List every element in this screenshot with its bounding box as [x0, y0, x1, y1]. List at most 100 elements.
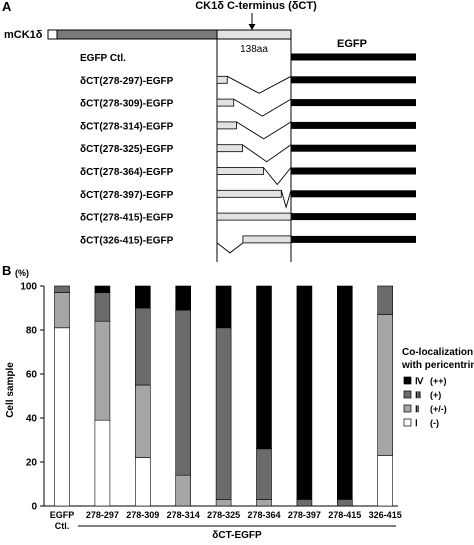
bar-segment [215, 327, 232, 500]
protein-kinase-domain [56, 29, 218, 40]
legend-class-label: Ⅱ [415, 404, 419, 414]
protein-cterm-domain [216, 29, 292, 40]
x-tick-label: 278-364 [247, 510, 280, 520]
legend-symbol-label: (+/-) [430, 404, 447, 414]
construct-label: δCT(278-309)-EGFP [80, 99, 174, 110]
egfp-bar [291, 76, 416, 84]
egfp-bar [291, 167, 416, 175]
y-tick-label: 40 [26, 414, 38, 425]
deletion-line-c [263, 167, 292, 186]
bar-segment [377, 285, 394, 315]
legend-title-line2: with pericentrin [401, 360, 474, 371]
cterm-label: CK1δ C-terminus (δCT) [195, 0, 317, 12]
legend-class-label: Ⅲ [415, 390, 421, 400]
y-tick-label: 0 [31, 502, 37, 513]
bar-segment [215, 285, 232, 329]
legend-symbol-label: (+) [430, 390, 441, 400]
bar-segment [215, 499, 232, 507]
cterm-fragment-bar [216, 144, 243, 153]
construct-list: EGFP Ctl. δCT(278-297)-EGFP δCT(278-309)-E… [80, 53, 416, 254]
bar-segment [296, 285, 313, 500]
bar-segment [135, 285, 151, 309]
bar-segment [94, 419, 111, 507]
legend-swatch [403, 418, 412, 427]
y-tick-label: 60 [26, 370, 38, 381]
egfp-bar [291, 235, 416, 243]
legend-swatch [403, 404, 412, 413]
legend: Co-localization with pericentrin Ⅳ (++) Ⅲ (… [401, 347, 474, 428]
bar-stack-group [54, 285, 394, 507]
bar-segment [54, 327, 70, 507]
construct-label: δCT(278-415)-EGFP [80, 213, 174, 224]
cterm-fragment-bar [216, 167, 264, 175]
bar-segment [175, 285, 191, 311]
protein-nterm-box [47, 29, 58, 40]
legend-class-label: Ⅰ [415, 418, 418, 428]
construct-label: δCT(278-364)-EGFP [80, 167, 174, 178]
bar-segment [175, 474, 191, 507]
construct-label: δCT(278-397)-EGFP [80, 190, 174, 201]
deletion-line-c [233, 98, 292, 117]
bar-segment [135, 307, 151, 386]
bar-segment [336, 499, 353, 507]
egfp-bar [291, 53, 416, 61]
legend-symbol-label: (++) [430, 376, 447, 386]
length-label: 138aa [240, 44, 268, 55]
bar-segment [256, 499, 272, 507]
y-axis-title: Cell sample [5, 362, 16, 418]
legend-swatch [403, 376, 412, 385]
deletion-line-c [280, 190, 292, 209]
construct-label: δCT(326-415)-EGFP [80, 235, 174, 246]
panel-a-label: A [2, 0, 12, 14]
y-tick-label: 100 [20, 282, 37, 293]
deletion-line-n [216, 242, 244, 254]
x-tick-label: 278-325 [207, 510, 240, 520]
construct-label: δCT(278-314)-EGFP [80, 121, 174, 132]
bar-segment [54, 292, 70, 329]
egfp-bar [291, 213, 416, 221]
legend-symbol-label: (-) [430, 418, 439, 428]
deletion-line-c [242, 144, 292, 163]
legend-class-label: Ⅳ [415, 376, 424, 386]
bar-segment [377, 455, 394, 507]
protein-label: mCK1δ [4, 29, 43, 41]
cterm-fragment-bar [216, 98, 235, 107]
x-tick-label: 278-297 [86, 510, 119, 520]
bar-segment [377, 314, 394, 456]
bar-segment [296, 499, 313, 507]
bar-segment [94, 292, 111, 322]
cterm-fragment-bar [216, 121, 237, 130]
bar-segment [94, 285, 111, 293]
construct-label: δCT(278-325)-EGFP [80, 144, 174, 155]
bar-segment [54, 285, 70, 293]
deletion-line-c [227, 75, 292, 94]
x-tick-label: 278-415 [328, 510, 361, 520]
bar-segment [135, 457, 151, 507]
bar-segment [135, 384, 151, 458]
cterm-fragment-bar [242, 235, 292, 244]
cterm-fragment-bar [216, 189, 282, 198]
bar-segment [336, 285, 353, 500]
cterm-fragment-bar [216, 75, 228, 84]
x-tick-label-line2: Ctl. [55, 521, 70, 531]
bar-segment [256, 285, 272, 450]
egfp-bar [291, 190, 416, 198]
construct-label: δCT(278-297)-EGFP [80, 76, 174, 87]
x-tick-label: EGFP [50, 510, 75, 520]
x-tick-label: 326-415 [369, 510, 402, 520]
deletion-line-c [236, 121, 292, 140]
egfp-header-label: EGFP [337, 38, 367, 50]
y-tick-label: 80 [26, 326, 38, 337]
y-tick-label: 20 [26, 458, 38, 469]
egfp-bar [291, 144, 416, 152]
cterm-arrow-head [248, 24, 256, 30]
bar-segment [256, 448, 272, 500]
x-tick-label: 278-397 [288, 510, 321, 520]
legend-title-line1: Co-localization [402, 347, 473, 358]
x-tick-label: 278-309 [126, 510, 159, 520]
panel-b-label: B [2, 263, 11, 278]
cterm-fragment-bar [216, 212, 292, 221]
